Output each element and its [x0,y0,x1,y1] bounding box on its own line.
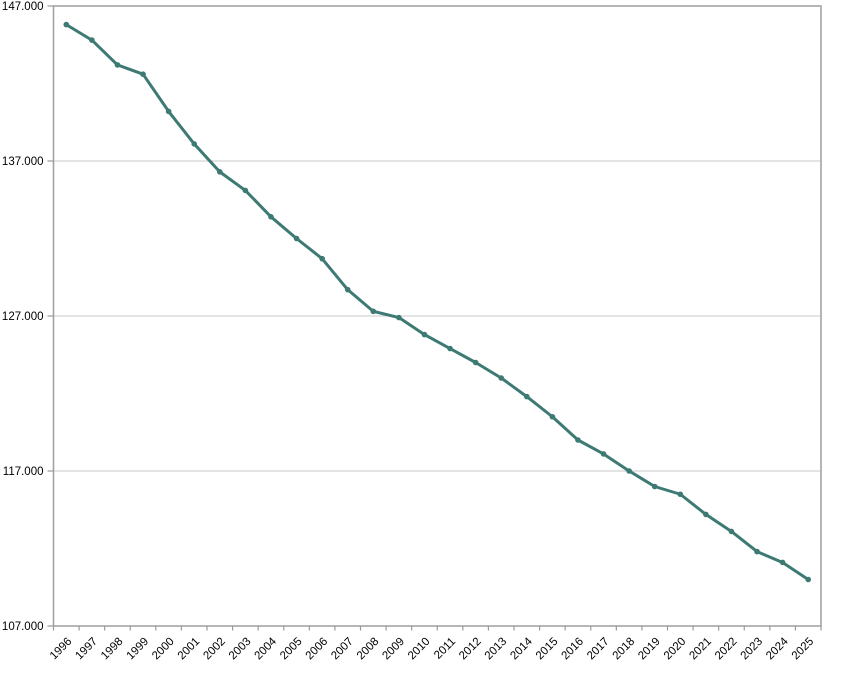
data-point [575,437,581,443]
data-point [293,235,300,242]
data-point [728,528,735,535]
data-point [319,255,325,262]
x-axis-label: 2019 [636,636,663,663]
x-axis-label: 2000 [150,636,177,663]
data-point [242,187,249,194]
x-axis-label: 1998 [99,636,126,663]
data-point [268,214,274,220]
y-axis-label: 117.000 [3,466,44,478]
x-axis-label: 2003 [227,636,254,663]
data-point [216,169,223,175]
x-axis-label: 2017 [585,636,612,663]
data-point [703,511,709,518]
data-point [370,308,377,315]
data-point [472,359,479,366]
x-axis-label: 2021 [687,636,714,663]
data-point [344,286,351,293]
data-point [191,141,198,147]
data-point [89,37,95,43]
x-axis-label: 2001 [176,636,203,663]
x-axis-label: 2024 [764,635,791,662]
data-point [651,483,658,490]
x-axis-label: 2006 [304,636,331,663]
y-axis-label: 137.000 [2,156,44,168]
data-point [63,21,70,28]
x-axis-label: 2023 [739,636,766,663]
x-axis-label: 2020 [662,636,689,663]
x-axis-label: 2005 [278,636,305,663]
x-axis-label: 2004 [252,635,279,662]
x-axis-label: 2010 [406,636,433,663]
data-point [523,393,530,400]
x-axis-label: 2015 [534,636,561,663]
data-point [140,71,146,77]
x-axis-label: 1996 [48,636,75,663]
data-line [64,23,810,581]
data-point [421,331,428,338]
x-axis-label: 1997 [73,636,100,663]
data-point [165,108,172,115]
x-axis-label: 2007 [329,636,356,663]
y-axis-label: 127.000 [2,311,44,323]
x-axis-label: 2009 [380,636,407,663]
x-axis-label: 2018 [611,636,638,663]
x-axis-label: 1999 [125,636,152,663]
x-axis-label: 2012 [457,636,484,663]
data-point [549,413,556,420]
data-point [600,451,607,457]
data-point [447,345,453,352]
data-point [114,62,121,68]
x-axis-label: 2008 [355,636,382,663]
x-axis-label: 2013 [483,636,510,663]
data-point [396,314,402,321]
data-point [805,576,812,583]
data-point [754,548,760,555]
x-axis-label: 2022 [713,636,740,663]
x-axis-label: 2011 [432,636,458,662]
y-axis-label: 107.000 [2,621,44,633]
data-point [498,375,505,381]
x-axis-label: 2016 [559,636,586,663]
y-axis-label: 147.000 [2,1,44,13]
x-axis-label: 2025 [790,636,817,663]
data-point [779,559,786,566]
x-axis-label: 2014 [508,635,535,662]
data-point [626,468,632,474]
data-point [677,491,684,498]
x-axis-label: 2002 [201,636,228,663]
